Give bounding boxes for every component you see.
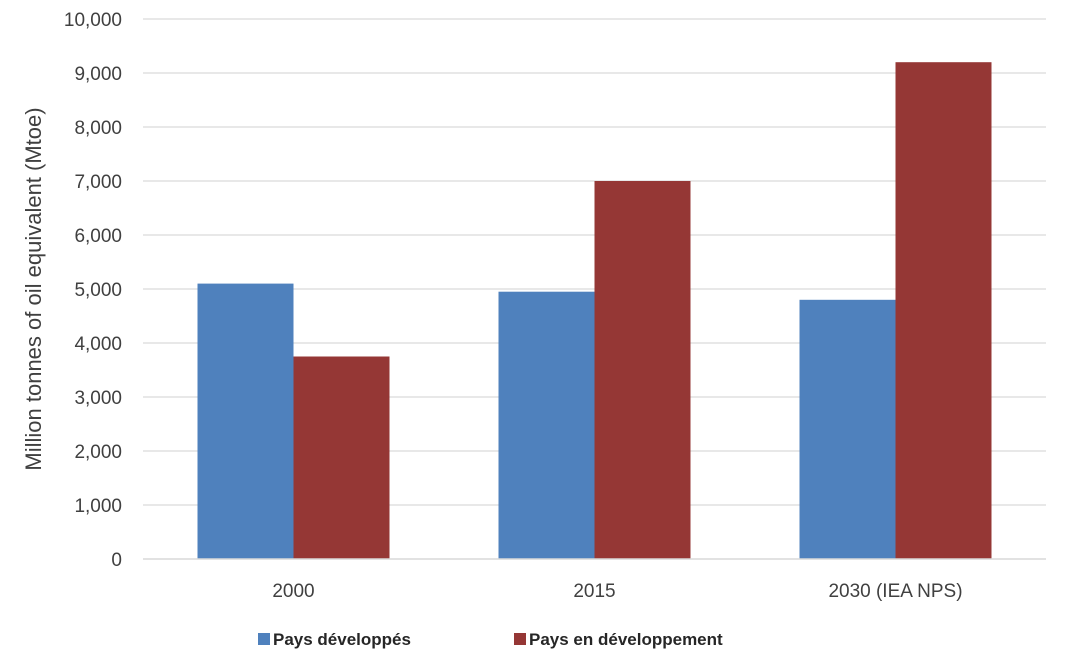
y-tick-label: 3,000	[74, 388, 122, 409]
bar-pays-en-developpement-0	[293, 356, 390, 559]
y-tick-label: 9,000	[74, 64, 122, 85]
y-tick-label: 2,000	[74, 442, 122, 463]
bars	[197, 62, 992, 559]
x-axis-ticks: 2000 2015 2030 (IEA NPS)	[272, 581, 962, 602]
y-tick-label: 10,000	[64, 10, 122, 31]
y-tick-label: 1,000	[74, 496, 122, 517]
y-axis-ticks: 0 1,000 2,000 3,000 4,000 5,000 6,000 7,000 8,00…	[64, 10, 122, 571]
legend-label-pays-en-developpement: Pays en développement	[529, 630, 723, 649]
bar-pays-developpes-1	[498, 291, 595, 559]
legend-label-pays-developpes: Pays développés	[273, 630, 411, 649]
y-tick-label: 8,000	[74, 118, 122, 139]
bar-pays-developpes-2	[799, 299, 896, 559]
legend-swatch-pays-en-developpement	[514, 633, 526, 645]
bar-pays-en-developpement-1	[594, 181, 691, 559]
legend: Pays développés Pays en développement	[258, 630, 723, 649]
x-tick-label: 2015	[573, 581, 615, 602]
y-tick-label: 6,000	[74, 226, 122, 247]
bar-pays-en-developpement-2	[895, 62, 992, 559]
y-tick-label: 0	[111, 550, 122, 571]
y-tick-label: 5,000	[74, 280, 122, 301]
x-tick-label: 2000	[272, 581, 314, 602]
y-tick-label: 7,000	[74, 172, 122, 193]
legend-swatch-pays-developpes	[258, 633, 270, 645]
x-tick-label: 2030 (IEA NPS)	[828, 581, 962, 602]
bar-pays-developpes-0	[197, 283, 294, 559]
y-tick-label: 4,000	[74, 334, 122, 355]
y-axis-label: Million tonnes of oil equivalent (Mtoe)	[21, 107, 46, 470]
